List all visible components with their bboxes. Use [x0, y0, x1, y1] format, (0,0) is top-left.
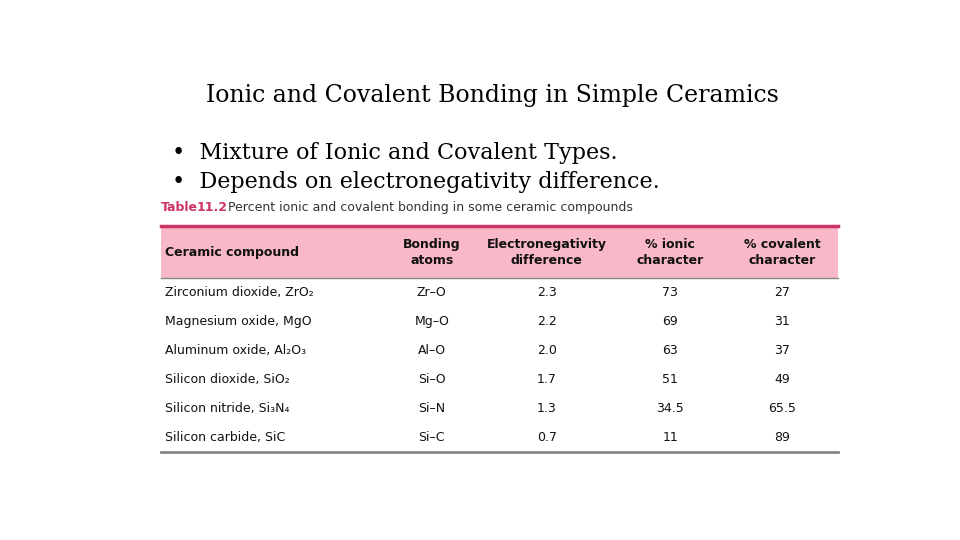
- Text: 11: 11: [662, 431, 679, 444]
- Text: 1.7: 1.7: [537, 373, 557, 386]
- Text: Table: Table: [161, 201, 198, 214]
- Text: 2.2: 2.2: [537, 315, 557, 328]
- Text: Aluminum oxide, Al₂O₃: Aluminum oxide, Al₂O₃: [165, 344, 306, 357]
- Text: 31: 31: [774, 315, 790, 328]
- Text: Ceramic compound: Ceramic compound: [165, 246, 299, 259]
- Text: 51: 51: [662, 373, 679, 386]
- Text: Al–O: Al–O: [418, 344, 445, 357]
- Text: 34.5: 34.5: [657, 402, 684, 415]
- Text: 2.3: 2.3: [537, 286, 557, 299]
- Text: % ionic
character: % ionic character: [636, 238, 704, 267]
- Text: •  Depends on electronegativity difference.: • Depends on electronegativity differenc…: [172, 171, 660, 193]
- Text: % covalent
character: % covalent character: [744, 238, 821, 267]
- Text: Mg–O: Mg–O: [415, 315, 449, 328]
- Text: Bonding
atoms: Bonding atoms: [403, 238, 461, 267]
- Text: 65.5: 65.5: [768, 402, 796, 415]
- Text: •  Mixture of Ionic and Covalent Types.: • Mixture of Ionic and Covalent Types.: [172, 141, 617, 164]
- Text: Zr–O: Zr–O: [417, 286, 446, 299]
- Text: Si–O: Si–O: [418, 373, 445, 386]
- Text: Ionic and Covalent Bonding in Simple Ceramics: Ionic and Covalent Bonding in Simple Cer…: [205, 84, 779, 106]
- Text: Zirconium dioxide, ZrO₂: Zirconium dioxide, ZrO₂: [165, 286, 313, 299]
- FancyBboxPatch shape: [161, 226, 838, 278]
- Text: 73: 73: [662, 286, 679, 299]
- Text: Percent ionic and covalent bonding in some ceramic compounds: Percent ionic and covalent bonding in so…: [221, 201, 634, 214]
- Text: 0.7: 0.7: [537, 431, 557, 444]
- Text: Si–N: Si–N: [419, 402, 445, 415]
- Text: 27: 27: [774, 286, 790, 299]
- Text: 89: 89: [774, 431, 790, 444]
- Text: 11.2: 11.2: [197, 201, 228, 214]
- Text: Si–C: Si–C: [419, 431, 445, 444]
- Text: 2.0: 2.0: [537, 344, 557, 357]
- Text: 49: 49: [774, 373, 790, 386]
- Text: 63: 63: [662, 344, 679, 357]
- Text: 37: 37: [774, 344, 790, 357]
- Text: Silicon carbide, SiC: Silicon carbide, SiC: [165, 431, 285, 444]
- Text: 69: 69: [662, 315, 679, 328]
- Text: 1.3: 1.3: [537, 402, 557, 415]
- Text: Silicon nitride, Si₃N₄: Silicon nitride, Si₃N₄: [165, 402, 289, 415]
- Text: Magnesium oxide, MgO: Magnesium oxide, MgO: [165, 315, 311, 328]
- Text: Silicon dioxide, SiO₂: Silicon dioxide, SiO₂: [165, 373, 289, 386]
- Text: Electronegativity
difference: Electronegativity difference: [487, 238, 607, 267]
